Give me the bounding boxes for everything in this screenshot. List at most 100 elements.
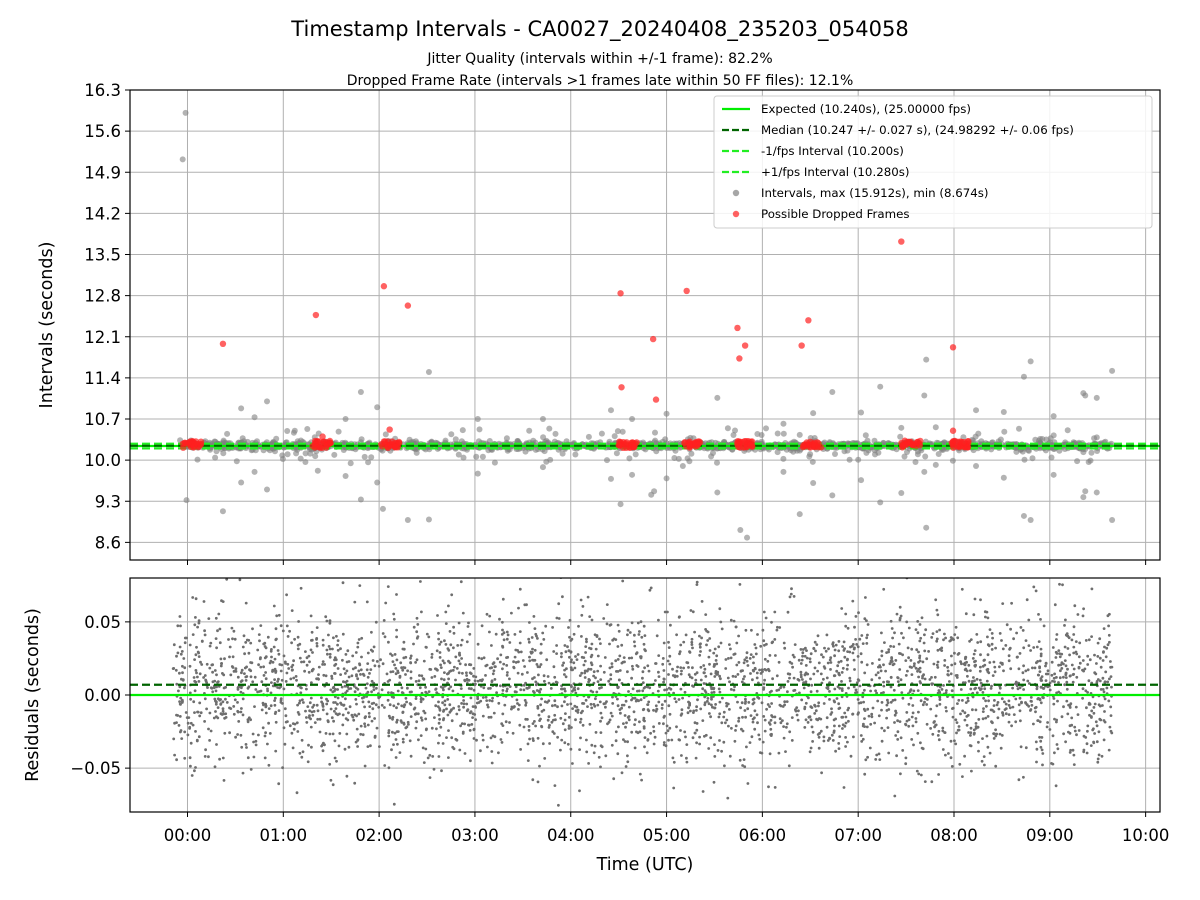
residual-point [622,703,626,707]
residual-point [1063,645,1067,649]
residual-point [822,739,826,743]
residual-point [1103,681,1107,685]
residual-point [337,744,341,748]
interval-point [219,508,226,515]
residual-point [382,619,386,622]
residual-point [1004,644,1008,647]
residual-point [556,735,559,739]
residual-point [841,645,844,648]
residual-point [963,718,967,722]
interval-point [459,427,466,434]
residual-point [561,595,564,599]
residual-point [454,737,458,741]
residual-point [917,710,920,714]
interval-point [238,479,245,486]
residual-point [713,647,717,651]
residual-point [1004,702,1008,706]
residual-point [859,652,863,656]
residual-point [1046,669,1050,673]
residual-point [1060,652,1064,656]
residual-point [731,674,735,678]
residual-point [218,757,222,761]
interval-point [526,427,533,434]
residual-point [293,637,296,641]
residual-point [925,703,929,706]
residual-point [1037,613,1040,616]
residual-point [910,666,913,669]
residual-point [985,704,988,708]
residual-point [172,643,176,647]
residual-point [371,707,375,711]
interval-point [361,453,368,460]
chart-title: Timestamp Intervals - CA0027_20240408_23… [290,17,908,42]
residual-point [406,669,409,673]
residual-point [1031,666,1034,670]
residual-point [1025,598,1029,602]
residual-point [1038,735,1041,739]
residual-point [762,639,766,643]
residual-point [244,601,248,605]
residual-point [979,653,982,657]
residual-point [200,640,204,643]
residual-point [480,657,484,661]
residual-point [877,752,881,756]
residual-point [258,639,261,643]
residual-point [1081,614,1085,618]
dropped-frame-point [747,441,754,449]
residual-point [760,701,764,705]
residual-point [705,629,709,633]
residual-point [934,723,938,727]
residual-point [1039,652,1043,656]
residual-point [1081,696,1084,700]
residual-point [661,662,665,666]
residual-point [363,725,367,728]
residual-point [457,705,461,708]
residual-point [561,722,565,726]
residual-point [831,739,835,742]
residual-point [907,724,911,728]
residual-point [490,666,493,670]
residual-point [1107,699,1111,703]
residual-point [890,627,894,630]
residual-point [336,702,339,706]
dropped-frame-point [327,439,334,447]
residual-point [430,652,434,656]
residual-point [590,642,594,646]
interval-point [460,454,467,461]
residual-point [799,675,803,679]
residual-point [447,604,450,608]
residual-point [905,620,909,624]
residual-point [193,689,197,693]
residual-point [825,716,829,720]
residual-point [617,629,621,633]
residual-point [1052,697,1056,700]
residual-point [965,723,969,727]
residual-point [828,658,832,662]
residual-point [985,734,989,738]
interval-point [194,456,201,463]
residual-point [707,702,711,706]
residual-point [746,664,750,667]
dropped-frame-point [734,439,741,447]
residual-point [982,707,985,710]
residual-point [985,679,989,683]
residual-point [192,700,196,704]
residual-point [877,665,880,669]
interval-point [714,394,721,401]
residual-point [865,619,868,622]
residual-point [602,670,606,674]
residual-point [943,659,947,662]
residual-point [394,738,398,741]
dropped-frame-point [392,443,399,450]
residual-point [1001,602,1005,605]
residual-point [964,612,968,616]
residual-point [714,703,717,706]
residual-point [354,651,358,654]
residual-point [880,708,883,712]
residual-point [455,712,459,716]
residual-point [950,765,954,768]
residual-point [395,635,398,639]
residual-point [1081,659,1085,662]
residual-point [953,651,956,655]
